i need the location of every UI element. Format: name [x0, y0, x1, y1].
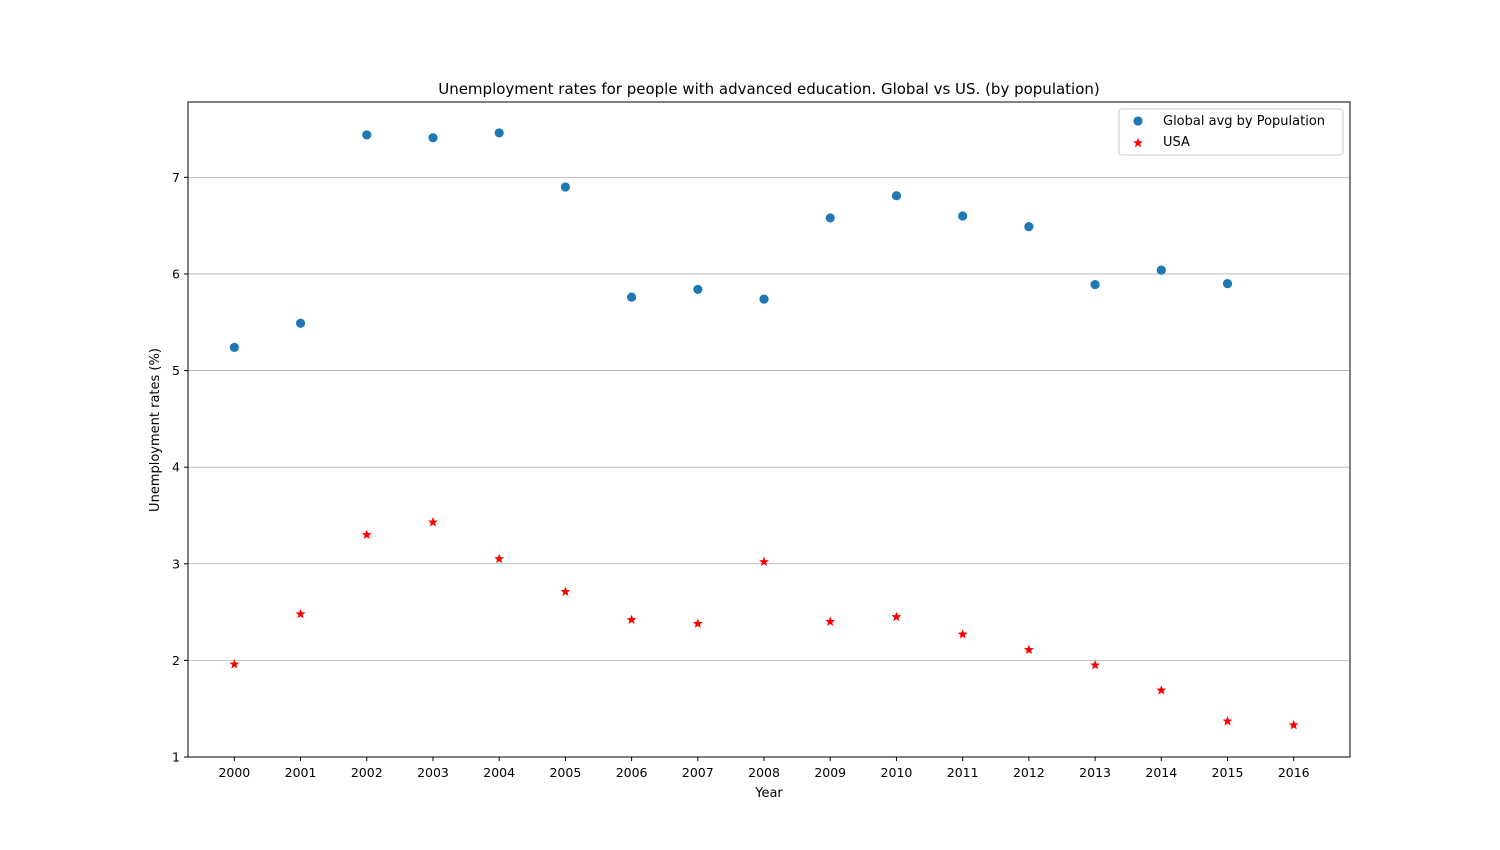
x-tick-label: 2005	[549, 765, 581, 780]
x-tick-label: 2008	[748, 765, 780, 780]
point-usa	[825, 616, 836, 626]
point-usa	[759, 556, 769, 567]
x-tick-label: 2000	[218, 765, 250, 780]
point-usa	[1156, 685, 1167, 695]
y-tick-label: 4	[172, 460, 180, 475]
point-global	[428, 133, 438, 143]
x-tick-label: 2002	[351, 765, 383, 780]
x-tick-label: 2007	[682, 765, 714, 780]
x-tick-label: 2013	[1079, 765, 1111, 780]
point-usa	[692, 618, 703, 628]
point-global	[825, 213, 835, 223]
point-global	[560, 182, 571, 192]
point-usa	[1288, 719, 1299, 730]
x-tick-label: 2011	[947, 765, 979, 780]
legend-marker-usa	[1133, 137, 1143, 148]
y-tick-label: 3	[172, 556, 180, 571]
x-tick-label: 2006	[616, 765, 648, 780]
x-tick-label: 2012	[1013, 765, 1045, 780]
y-tick-label: 5	[172, 363, 180, 378]
point-usa	[361, 529, 372, 540]
x-axis-label: Year	[754, 786, 783, 801]
point-usa	[229, 659, 240, 669]
point-global	[759, 294, 769, 304]
point-usa	[295, 608, 306, 619]
legend-marker-global	[1133, 116, 1143, 126]
x-tick-label: 2015	[1212, 765, 1244, 780]
point-usa	[1090, 660, 1101, 670]
x-tick-label: 2003	[417, 765, 449, 780]
point-global	[1222, 279, 1233, 289]
point-usa	[891, 611, 902, 622]
point-global	[494, 128, 504, 138]
x-tick-label: 2014	[1145, 765, 1177, 780]
grid-lines	[188, 176, 1350, 661]
point-global	[693, 284, 703, 295]
point-global	[627, 292, 637, 302]
x-tick-label: 2001	[285, 765, 317, 780]
point-global	[958, 211, 968, 221]
point-global	[295, 318, 306, 328]
legend: Global avg by Population USA	[1118, 108, 1344, 156]
point-usa	[560, 586, 571, 597]
x-tick-label: 2009	[814, 765, 846, 780]
point-global	[1024, 222, 1034, 232]
legend-box	[1118, 108, 1344, 156]
point-usa	[626, 614, 637, 625]
y-tick-label: 1	[172, 750, 180, 765]
point-usa	[494, 553, 505, 564]
data-points	[229, 128, 1299, 730]
point-global	[362, 130, 372, 140]
y-tick-label: 6	[172, 266, 180, 281]
axis-ticks: 1 2 3 4 5 6 7 2000 2001 2002 2003 2004 2005 2006 2007 2…	[172, 170, 1310, 780]
point-global	[1156, 265, 1166, 275]
point-usa	[957, 629, 968, 639]
point-global	[891, 191, 902, 201]
plot-frame	[187, 101, 1351, 758]
x-tick-label: 2010	[881, 765, 913, 780]
point-usa	[1222, 716, 1233, 726]
point-global	[229, 342, 239, 352]
point-usa	[1023, 644, 1034, 654]
chart-title: Unemployment rates for people with advan…	[438, 80, 1100, 98]
x-tick-label: 2004	[483, 765, 515, 780]
legend-label-usa: USA	[1163, 135, 1190, 150]
y-axis-label: Unemployment rates (%)	[148, 348, 163, 512]
point-global	[1090, 279, 1100, 290]
point-usa	[428, 517, 438, 527]
y-tick-label: 7	[172, 170, 180, 185]
x-tick-label: 2016	[1278, 765, 1310, 780]
y-tick-label: 2	[172, 653, 180, 668]
legend-label-global: Global avg by Population	[1163, 114, 1325, 129]
